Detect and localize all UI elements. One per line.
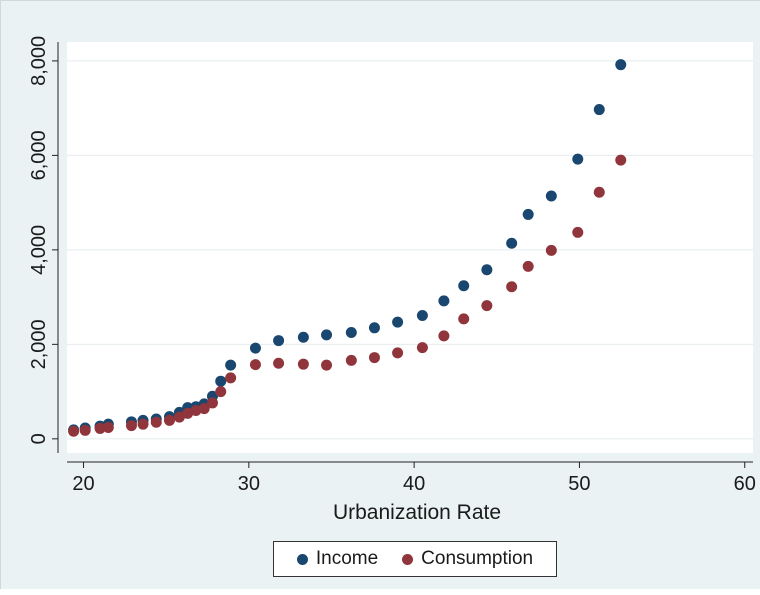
- income-point: [321, 329, 333, 341]
- x-axis-label: Urbanization Rate: [333, 501, 501, 524]
- y-tick-label: 8,000: [28, 36, 50, 86]
- income-point: [297, 331, 309, 343]
- consumption-point: [249, 359, 261, 371]
- consumption-point: [190, 404, 202, 416]
- consumption-point: [102, 421, 114, 433]
- x-tick-label: 20: [72, 473, 94, 495]
- consumption-point: [506, 281, 518, 293]
- income-point: [522, 208, 534, 220]
- y-tick-label: 4,000: [28, 225, 50, 275]
- income-point: [225, 359, 237, 371]
- legend: Income Consumption: [273, 541, 557, 577]
- consumption-point: [458, 313, 470, 325]
- consumption-point: [206, 397, 218, 409]
- income-point: [593, 104, 605, 116]
- consumption-point: [182, 407, 194, 419]
- income-point: [368, 322, 380, 334]
- consumption-point: [297, 358, 309, 370]
- x-axis: 20 30 40 50 60: [67, 461, 756, 495]
- plot-area: [67, 42, 753, 453]
- income-point: [215, 375, 227, 387]
- income-point: [572, 153, 584, 165]
- legend-marker-income: [296, 553, 308, 565]
- y-tick-label: 2,000: [28, 319, 50, 369]
- consumption-point: [345, 354, 357, 366]
- legend-item-income: Income: [296, 548, 379, 570]
- consumption-point: [615, 154, 627, 166]
- data-points: [68, 59, 627, 437]
- consumption-point: [79, 424, 91, 436]
- consumption-point: [137, 418, 149, 430]
- x-tick-label: 40: [403, 473, 425, 495]
- consumption-point: [150, 416, 162, 428]
- x-tick-label: 30: [238, 473, 260, 495]
- income-point: [481, 264, 493, 276]
- consumption-point: [593, 186, 605, 198]
- y-tick-label: 0: [28, 433, 50, 444]
- consumption-point: [198, 403, 210, 415]
- income-point: [506, 237, 518, 249]
- consumption-point: [368, 352, 380, 364]
- gridlines: [67, 60, 753, 440]
- consumption-point: [416, 342, 428, 354]
- y-axis: 0 2,000 4,000 6,000 8,000: [28, 36, 59, 453]
- consumption-point: [273, 357, 285, 369]
- consumption-point: [173, 411, 185, 423]
- consumption-point: [321, 359, 333, 371]
- consumption-point: [392, 347, 404, 359]
- income-point: [438, 295, 450, 307]
- income-point: [273, 335, 285, 347]
- consumption-point: [572, 226, 584, 238]
- income-point: [416, 310, 428, 322]
- income-point: [345, 327, 357, 339]
- legend-marker-consumption: [402, 553, 414, 565]
- consumption-point: [215, 386, 227, 398]
- x-tick-label: 50: [568, 473, 590, 495]
- consumption-point: [522, 260, 534, 272]
- consumption-point: [545, 244, 557, 256]
- legend-label-income: Income: [315, 548, 379, 569]
- y-tick-label: 6,000: [28, 130, 50, 180]
- consumption-point: [94, 422, 106, 434]
- income-point: [545, 190, 557, 202]
- x-tick-label: 60: [734, 473, 756, 495]
- consumption-point: [125, 420, 137, 432]
- consumption-point: [163, 414, 175, 426]
- income-point: [249, 342, 261, 354]
- legend-label-consumption: Consumption: [421, 548, 534, 569]
- consumption-point: [225, 372, 237, 384]
- consumption-point: [438, 330, 450, 342]
- consumption-point: [68, 425, 80, 437]
- income-point: [615, 59, 627, 71]
- consumption-point: [481, 300, 493, 312]
- legend-item-consumption: Consumption: [402, 548, 533, 570]
- income-point: [392, 316, 404, 328]
- income-point: [458, 280, 470, 292]
